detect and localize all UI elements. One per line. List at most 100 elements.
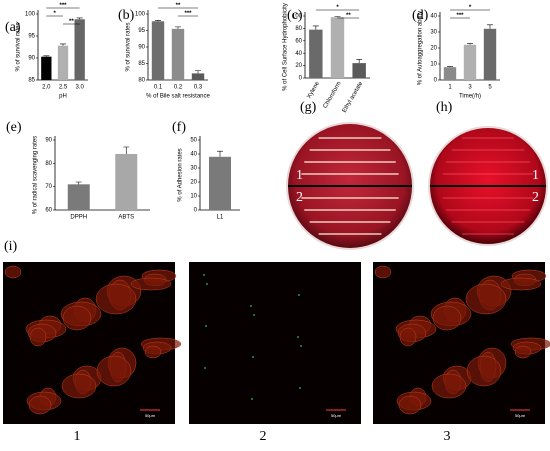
micrograph [189, 262, 361, 424]
panel-label: (f) [172, 120, 186, 135]
cell-cluster [144, 345, 162, 359]
scale-label: 50μm [145, 413, 156, 418]
error-bar [217, 150, 223, 157]
cell-cluster [96, 355, 132, 387]
y-tick-label: 30 [190, 166, 197, 172]
panel-label: (b) [118, 8, 135, 23]
bar [57, 45, 69, 80]
y-tick-label: 90 [45, 138, 52, 144]
y-tick-label: 85 [28, 78, 35, 84]
cell-cluster [130, 277, 172, 291]
cell-cluster [466, 355, 502, 387]
x-tick-label: DPPH [70, 215, 87, 221]
panel-label: (c) [287, 8, 303, 23]
y-axis-label: % of radical scavenging rates [33, 136, 39, 214]
bacterium [252, 356, 254, 358]
y-tick-label: 40 [295, 51, 302, 57]
cell-cluster [374, 265, 392, 279]
y-tick-label: 50 [190, 138, 197, 144]
error-bar [43, 55, 50, 57]
error-bar [334, 16, 341, 18]
error-bar [60, 43, 66, 46]
cell-cluster [29, 327, 47, 347]
x-tick-label: Ethyl acetate [342, 80, 365, 114]
y-axis-label: % of Cell Surface Hydrophobicity [283, 3, 289, 91]
bar [115, 154, 138, 210]
error-bar [175, 26, 181, 29]
y-tick-label: 20 [430, 46, 437, 52]
y-tick-label: 80 [45, 161, 52, 167]
bar [191, 73, 205, 80]
x-axis-label: % of Bile salt resistance [146, 94, 210, 100]
x-tick-label: 3.0 [75, 85, 84, 91]
significance-label: * [53, 11, 56, 17]
y-tick-label: 20 [190, 180, 197, 186]
x-tick-label: 1 [448, 85, 452, 91]
bacterium [251, 398, 253, 400]
x-tick-label: 3 [468, 85, 472, 91]
y-tick-label: 60 [45, 208, 52, 214]
cell-cluster [61, 373, 97, 399]
bacterium [298, 294, 300, 296]
error-bar [75, 181, 82, 185]
y-tick-label: 0 [194, 208, 198, 214]
y-tick-label: 100 [25, 12, 36, 18]
y-tick-label: 20 [295, 63, 302, 69]
y-tick-label: 40 [430, 14, 437, 20]
cell-cluster [500, 277, 542, 291]
cell-cluster [431, 373, 467, 399]
bar [209, 156, 231, 210]
significance-label: ** [176, 3, 181, 9]
x-tick-label: 5 [488, 85, 492, 91]
x-tick-label: 2.5 [59, 85, 68, 91]
significance-label: ** [69, 19, 74, 25]
bar [352, 63, 366, 78]
bar [483, 28, 497, 80]
y-tick-label: 10 [190, 194, 197, 200]
y-axis-label: % of Autoaggregation ability [418, 11, 424, 85]
bacterium [204, 367, 206, 369]
x-tick-label: 0.3 [194, 85, 203, 91]
error-bar [76, 17, 83, 20]
y-axis-label: % of Adhesion rates [178, 148, 184, 201]
bar [443, 67, 457, 80]
error-bar [312, 25, 319, 30]
cell-cluster [399, 327, 417, 347]
y-axis-label: % of survival rates [16, 22, 22, 71]
bacterium [253, 314, 255, 316]
cell-cluster [465, 283, 507, 315]
y-axis-label: % of survival rates [126, 22, 132, 71]
significance-label: * [336, 5, 339, 11]
significance-label: *** [184, 11, 192, 17]
significance-label: *** [456, 13, 464, 19]
y-tick-label: 90 [28, 56, 35, 62]
significance-label: ** [346, 13, 351, 19]
error-bar [123, 146, 130, 154]
x-tick-label: 2.0 [42, 85, 51, 91]
image-caption: 1 [74, 429, 81, 444]
cell-cluster [28, 395, 52, 415]
bacterium [299, 387, 301, 389]
x-tick-label: Xylene [307, 80, 322, 99]
error-bar [155, 19, 161, 22]
x-tick-label: ABTS [118, 215, 134, 221]
x-axis-label: pH [59, 94, 67, 100]
bacterium [250, 305, 252, 307]
y-tick-label: 30 [430, 30, 437, 36]
y-tick-label: 40 [190, 152, 197, 158]
bar [151, 21, 165, 80]
error-bar [487, 24, 493, 29]
y-tick-label: 85 [138, 61, 145, 67]
y-tick-label: 95 [138, 28, 145, 34]
error-bar [467, 43, 473, 45]
scale-label: 50μm [515, 413, 526, 418]
y-tick-label: 0 [299, 76, 303, 82]
panel-label: (g) [300, 100, 317, 115]
x-tick-label: 0.2 [174, 85, 183, 91]
bar [463, 44, 477, 80]
bar [67, 184, 90, 210]
cell-cluster [432, 305, 462, 331]
significance-label: *** [59, 3, 67, 9]
x-axis-label: Time(/h) [459, 94, 481, 100]
